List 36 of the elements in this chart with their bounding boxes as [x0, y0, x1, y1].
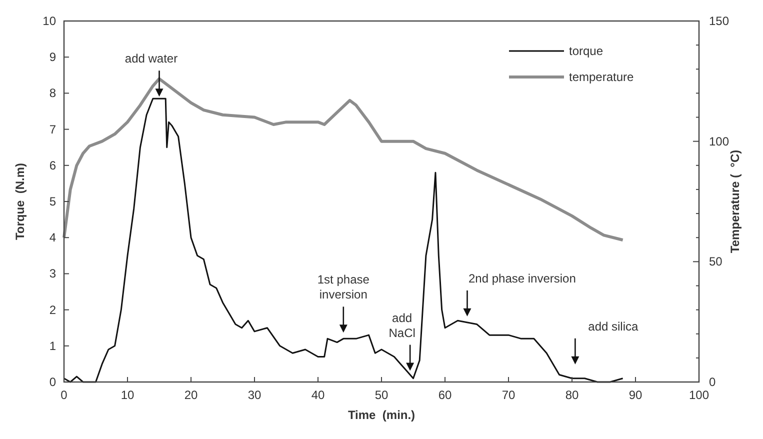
y-tick-label: 3 [49, 266, 56, 281]
y-tick-label: 0 [49, 375, 56, 389]
y2-tick-label: 100 [709, 134, 730, 148]
x-tick-label: 30 [248, 388, 262, 402]
x-tick-label: 40 [311, 388, 325, 402]
x-tick-label: 90 [628, 388, 642, 402]
y2-tick-label: 50 [709, 254, 723, 269]
y-tick-label: 2 [49, 302, 56, 317]
x-tick-label: 20 [184, 388, 198, 402]
legend-label: temperature [569, 70, 634, 84]
y2-axis-title: Temperature ( °C) [728, 150, 742, 254]
y-tick-label: 1 [49, 338, 56, 353]
x-tick-label: 70 [502, 388, 516, 402]
y-tick-label: 9 [49, 50, 56, 64]
y-tick-label: 10 [42, 14, 56, 28]
x-tick-label: 10 [120, 388, 134, 402]
annotation: add NaCl [388, 310, 416, 340]
x-tick-label: 100 [688, 388, 710, 402]
y-tick-label: 8 [49, 86, 56, 100]
y2-tick-label: 150 [709, 14, 730, 28]
y-tick-label: 6 [49, 158, 56, 172]
y-tick-label: 4 [49, 230, 56, 245]
legend-label: torque [569, 44, 604, 58]
y-axis-title: Torque (N.m) [13, 162, 27, 240]
x-tick-label: 60 [438, 388, 452, 402]
annotation: add silica [588, 319, 639, 334]
y2-tick-label: 0 [709, 375, 716, 389]
x-tick-label: 50 [374, 388, 388, 402]
y-tick-label: 7 [49, 122, 56, 136]
x-tick-label: 0 [60, 388, 68, 402]
annotation: 2nd phase inversion [468, 271, 576, 286]
y-tick-label: 5 [49, 194, 56, 208]
annotation: add water [124, 52, 178, 66]
annotation: 1st phase inversion [317, 272, 370, 302]
x-tick-label: 80 [565, 388, 579, 402]
x-axis-title: Time (min.) [348, 408, 416, 422]
